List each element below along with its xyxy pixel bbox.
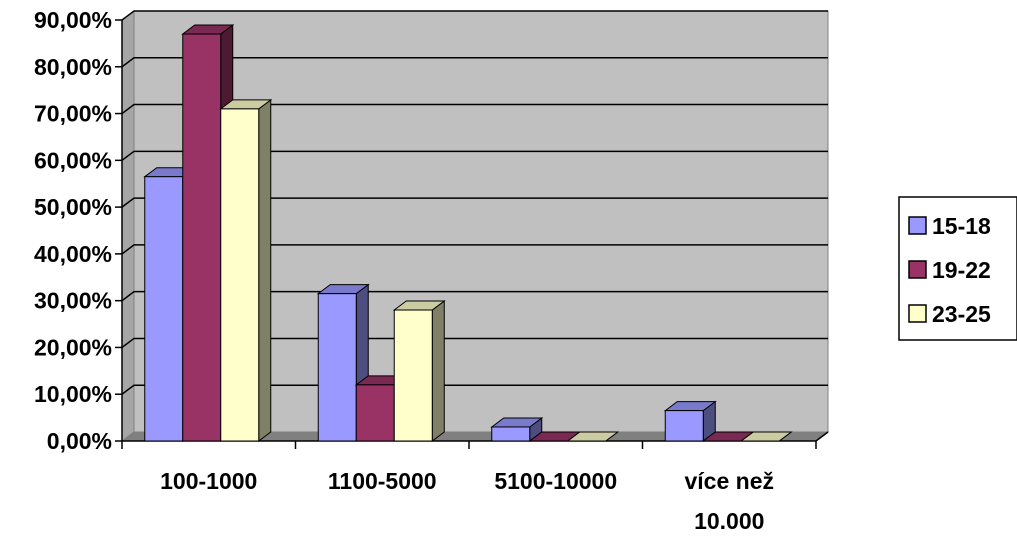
legend-label: 23-25 xyxy=(932,301,991,327)
y-tick-label: 80,00% xyxy=(34,54,112,80)
y-tick-label: 40,00% xyxy=(34,241,112,267)
gridline xyxy=(121,337,828,349)
gridline xyxy=(121,57,828,68)
x-tick-label: 100-1000 xyxy=(160,468,257,494)
gridline xyxy=(121,290,828,302)
y-tick-label: 30,00% xyxy=(34,288,112,314)
y-tick-label: 90,00% xyxy=(34,7,112,33)
gridline xyxy=(121,103,828,115)
legend-label: 19-22 xyxy=(932,257,991,283)
legend-swatch xyxy=(908,260,927,279)
y-tick-label: 70,00% xyxy=(34,101,112,127)
gridline xyxy=(121,150,828,161)
bar-23-25-1100-5000 xyxy=(392,300,446,442)
bar-15-18-1100-5000 xyxy=(316,283,370,442)
side-wall xyxy=(121,10,135,442)
y-tick-label: 60,00% xyxy=(34,147,112,173)
gridlines xyxy=(121,10,828,395)
legend-swatch xyxy=(908,304,927,323)
gridline xyxy=(121,197,828,208)
legend-label: 15-18 xyxy=(932,213,991,239)
y-tick-label: 20,00% xyxy=(34,334,112,360)
y-tick-labels: 0,00% 10,00% 20,00% 30,00% 40,00% 50,00% 60,00… xyxy=(34,7,112,454)
bar-23-25-5100-10000 xyxy=(566,431,620,442)
x-tick-labels: 100-1000 1100-5000 5100-10000 více než 10.00… xyxy=(160,468,774,534)
gridline xyxy=(121,244,828,255)
legend: 15-18 19-22 23-25 xyxy=(898,196,1017,341)
bar-15-18-více-než-10.000 xyxy=(663,400,717,442)
x-tick-label: 1100-5000 xyxy=(328,468,437,494)
bar-15-18-5100-10000 xyxy=(490,416,544,442)
legend-swatch xyxy=(908,216,927,235)
gridline xyxy=(121,10,828,21)
y-tick-label: 10,00% xyxy=(34,381,112,407)
x-tick-label: 5100-10000 xyxy=(494,468,617,494)
y-tick-label: 0,00% xyxy=(47,428,112,454)
bars xyxy=(143,24,793,442)
y-tick-label: 50,00% xyxy=(34,194,112,220)
bar-23-25-100-1000 xyxy=(219,98,273,442)
gridline xyxy=(121,384,828,395)
x-tick-label: 10.000 xyxy=(694,508,764,534)
bar-23-25-více-než-10.000 xyxy=(739,431,793,442)
x-tick-label: více než xyxy=(685,468,775,494)
